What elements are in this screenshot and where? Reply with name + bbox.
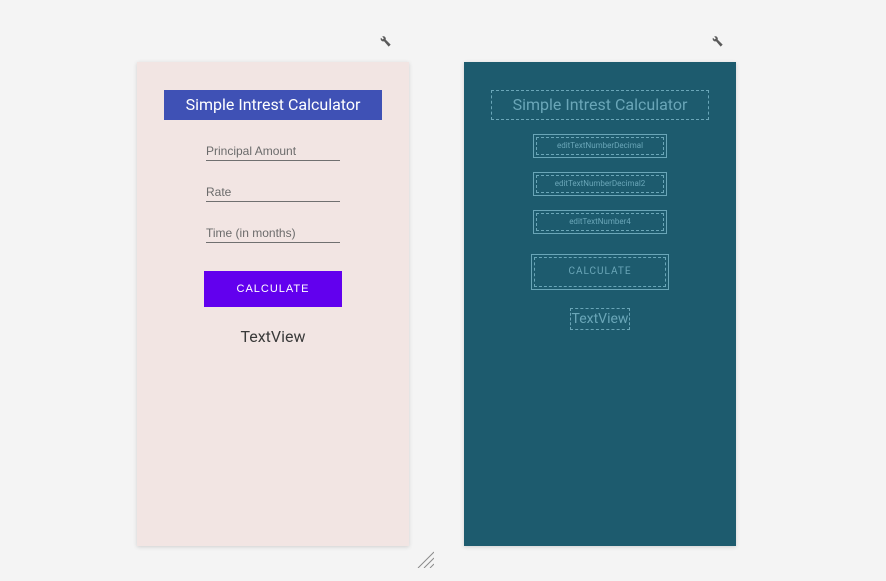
blueprint-panel: Simple Intrest Calculator editTextNumber…: [464, 62, 736, 546]
blueprint-time-field[interactable]: editTextNumber4: [533, 210, 667, 234]
resize-handle-icon[interactable]: [414, 548, 434, 568]
wrench-icon: [376, 32, 392, 48]
wrench-icon: [708, 32, 724, 48]
time-input[interactable]: [206, 222, 340, 243]
blueprint-calculate-button[interactable]: CALCULATE: [531, 254, 669, 290]
blueprint-rate-field[interactable]: editTextNumberDecimal2: [533, 172, 667, 196]
blueprint-textview: TextView: [570, 308, 630, 330]
blueprint-principal-field[interactable]: editTextNumberDecimal: [533, 134, 667, 158]
calculate-button[interactable]: CALCULATE: [204, 271, 342, 307]
title-bar: Simple Intrest Calculator: [164, 90, 382, 120]
blueprint-title-bar: Simple Intrest Calculator: [491, 90, 709, 120]
rate-input[interactable]: [206, 181, 340, 202]
design-panel: Simple Intrest Calculator CALCULATE Text…: [137, 62, 409, 546]
result-textview: TextView: [137, 327, 409, 346]
principal-input[interactable]: [206, 140, 340, 161]
